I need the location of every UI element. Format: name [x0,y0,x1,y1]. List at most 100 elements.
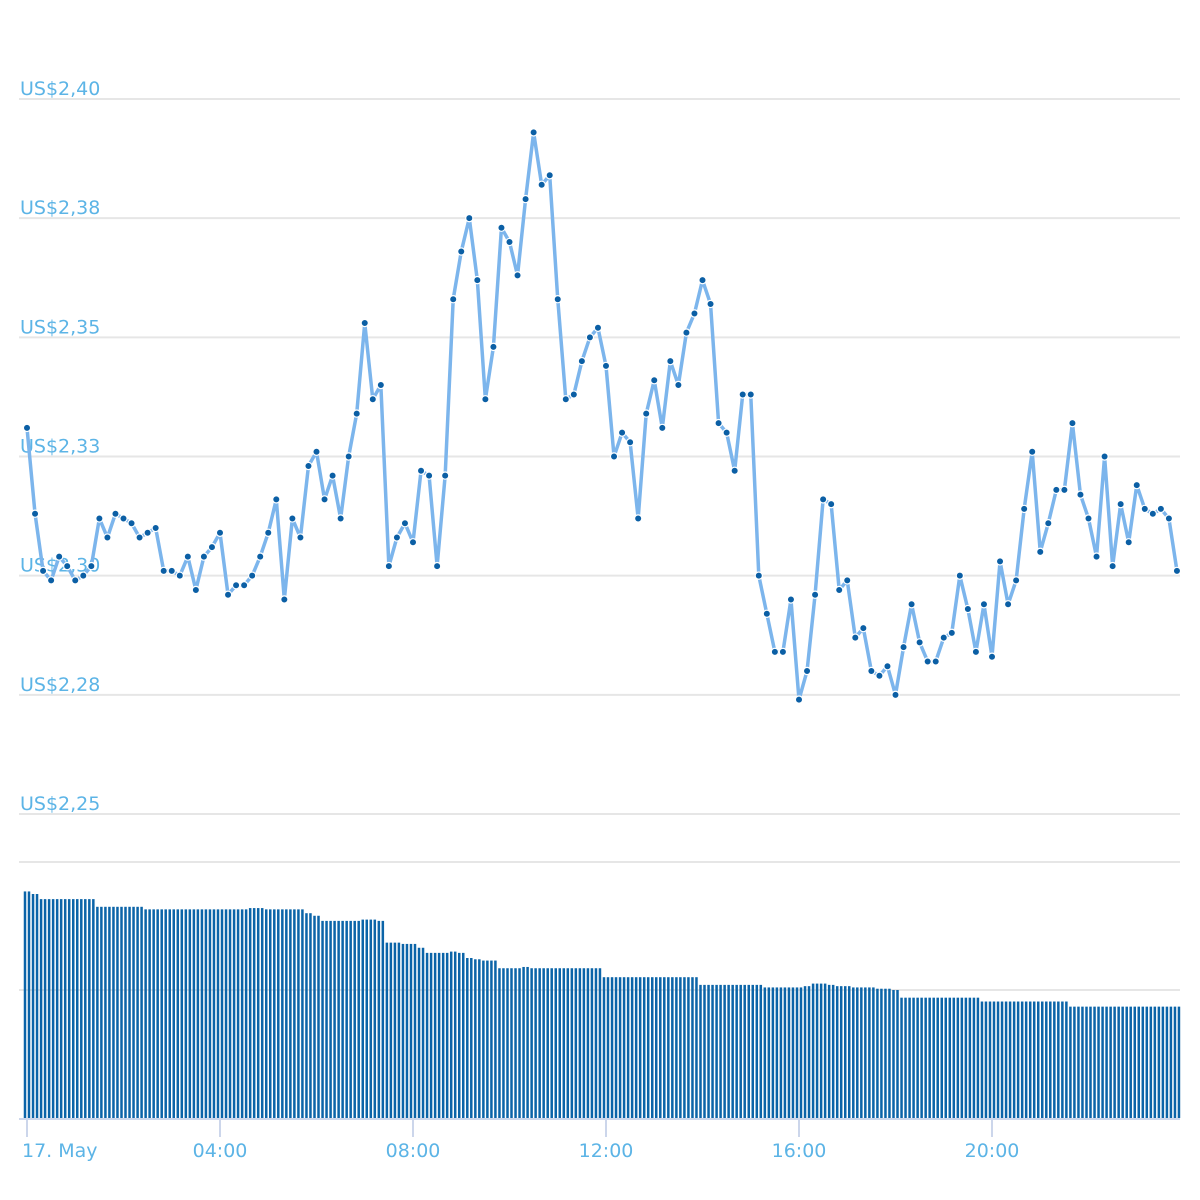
volume-bar [248,908,252,1118]
volume-bar [1125,1006,1128,1118]
volume-bar [309,913,312,1118]
volume-bar [719,984,722,1118]
price-point [1028,447,1037,456]
price-point [175,571,184,580]
price-point [103,533,112,542]
volume-bar [1165,1006,1169,1118]
price-point [1148,509,1158,518]
volume-bar [385,942,389,1118]
volume-bar [791,987,795,1118]
volume-bar [848,986,851,1118]
volume-bar [936,997,939,1118]
volume-bar [329,920,332,1118]
price-point [312,447,321,456]
price-point [730,466,739,475]
volume-bar [747,984,750,1118]
price-point [368,395,377,404]
volume-bar [449,951,453,1118]
volume-bar [369,919,373,1118]
volume-bar [888,988,891,1118]
price-point [875,671,884,680]
price-point [746,390,755,399]
volume-bar [787,987,791,1118]
volume-bar [1049,1001,1052,1118]
volume-bar [389,942,393,1118]
volume-bar [1133,1006,1136,1118]
price-point [658,423,667,433]
price-point [392,533,402,542]
price-point [794,695,804,704]
price-point [907,600,916,609]
price-point [835,585,844,595]
price-point [529,128,538,137]
volume-bar [723,984,726,1118]
volume-bar [799,987,803,1118]
price-point [762,609,772,619]
volume-bar [184,909,188,1118]
price-point [95,514,104,523]
price-point [585,333,595,342]
volume-bar [31,894,35,1118]
volume-bar [815,983,819,1118]
volume-bar [610,977,614,1118]
volume-bar [1145,1006,1149,1118]
price-point [859,623,868,633]
price-point [1164,514,1174,523]
price-point [505,237,514,247]
volume-bar [514,968,517,1118]
volume-bar [924,997,927,1118]
volume-bar [743,984,746,1118]
volume-bar [325,920,328,1118]
price-point [666,356,675,366]
volume-bar [208,909,212,1118]
volume-bar [783,987,787,1118]
price-point [1108,561,1117,571]
volume-bar [305,913,308,1118]
price-point [971,647,981,657]
volume-bar [663,977,666,1118]
volume-bar [703,984,706,1118]
volume-bar [353,920,356,1118]
price-point [642,409,651,418]
volume-bar [72,899,75,1118]
price-point [1172,566,1182,576]
volume-bar [1101,1006,1104,1118]
volume-bar [506,968,509,1118]
x-tick-label: 17. May [22,1140,98,1162]
price-point [46,576,56,585]
price-point [1019,504,1029,514]
volume-bar [494,960,497,1118]
volume-bar [807,986,811,1118]
volume-bar [441,952,445,1118]
volume-bar [232,909,236,1118]
volume-bar [1037,1001,1040,1118]
price-point [481,395,490,404]
volume-bar [176,909,180,1118]
volume-bar [244,909,248,1118]
volume-bar [458,952,461,1118]
price-point [143,528,152,537]
volume-bar [562,968,566,1118]
price-point [159,566,168,576]
volume-bar [277,909,280,1118]
volume-bar [522,966,525,1118]
price-point [1036,547,1045,557]
volume-bar [679,977,682,1118]
volume-bar [67,899,71,1118]
price-point [1076,490,1085,499]
price-point [995,557,1005,566]
volume-bar [570,968,574,1118]
volume-bar [293,909,296,1118]
price-point [754,571,763,580]
volume-bar [156,909,159,1118]
volume-bar [795,987,799,1118]
volume-bar [964,997,968,1118]
price-point [553,295,562,304]
volume-bar [313,915,316,1118]
volume-bar [361,919,364,1118]
price-point [424,471,434,480]
x-tick-label: 16:00 [772,1140,827,1162]
volume-bar [968,997,972,1118]
price-point [280,595,289,604]
volume-bar [216,909,220,1118]
